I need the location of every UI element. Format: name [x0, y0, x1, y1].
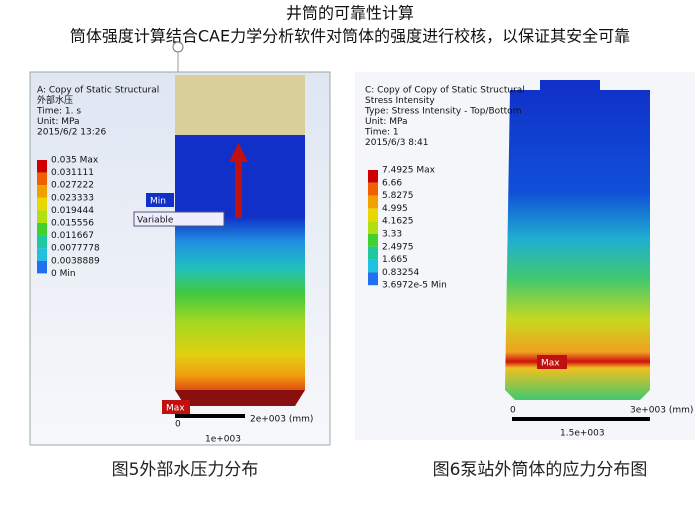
- legend-label: 5.8275: [382, 191, 414, 201]
- min-flag: [146, 193, 174, 207]
- legend-label: 0.011667: [51, 231, 94, 241]
- cylinder: [505, 80, 650, 400]
- legend-label: 3.33: [382, 230, 402, 240]
- header-line: Unit: MPa: [37, 117, 80, 127]
- header-line: Time: 1: [364, 128, 399, 138]
- scale-end: 2e+003 (mm): [250, 415, 313, 425]
- legend-swatch: [368, 208, 378, 222]
- scale-bar: [175, 414, 245, 418]
- header-line: Type: Stress Intensity - Top/Bottom: [364, 107, 521, 117]
- max-label: Max: [166, 404, 185, 414]
- right-header: C: Copy of Copy of Static StructuralStre…: [364, 86, 525, 149]
- legend-label: 4.995: [382, 204, 408, 214]
- left-screenshot: Min Variable Max 0 2e+003 (mm) 1e+003: [29, 41, 331, 446]
- legend-label: 0.015556: [51, 219, 94, 229]
- left-legend: 0.035 Max 0.031111 0.027222 0.023333 0.01944…: [37, 156, 100, 279]
- arrow-head: [229, 143, 248, 162]
- right-legend: 7.4925 Max 6.66 5.8275 4.995 4.1625 3.33 2.497…: [368, 166, 447, 291]
- legend-swatch: [37, 235, 47, 249]
- legend-label: 0.019444: [51, 206, 94, 216]
- header-line: Unit: MPa: [365, 117, 408, 127]
- header-line: 2015/6/3 8:41: [365, 138, 429, 148]
- legend-swatch: [37, 248, 47, 261]
- legend-label: 0.027222: [51, 181, 94, 191]
- cylinder-base: [175, 390, 305, 406]
- scale-mid: 1.5e+003: [560, 429, 605, 439]
- header-line: 2015/6/2 13:26: [37, 128, 106, 138]
- legend-swatch: [37, 172, 47, 186]
- caption: 图6泵站外筒体的应力分布图: [433, 460, 648, 480]
- legend-swatch: [37, 210, 47, 223]
- legend-swatch: [37, 223, 47, 236]
- legend-swatch: [37, 185, 47, 198]
- legend-label: 0.83254: [382, 268, 419, 278]
- legend-label: 0.031111: [51, 168, 94, 178]
- probe-box: [133, 211, 225, 227]
- scale-start: 0: [175, 420, 181, 430]
- scale-mid: 1e+003: [205, 435, 241, 445]
- legend-swatch: [37, 260, 47, 274]
- legend-label: 0.0077778: [51, 244, 100, 254]
- legend-label: 0 Min: [51, 269, 76, 279]
- min-label: Min: [150, 197, 166, 207]
- max-label: Max: [541, 359, 560, 369]
- max-flag: [537, 355, 567, 369]
- legend-swatch: [368, 234, 378, 247]
- legend-label: 1.665: [382, 255, 408, 265]
- legend-label: 3.6972e-5 Min: [382, 281, 447, 291]
- header-line: Time: 1. s: [36, 107, 81, 117]
- scale-start: 0: [510, 406, 516, 416]
- header-line: C: Copy of Copy of Static Structural: [365, 86, 525, 96]
- legend-label: 0.023333: [51, 193, 94, 203]
- probe-label: Variable: [137, 216, 174, 226]
- caption: 图5外部水压力分布: [112, 460, 259, 480]
- legend-swatch: [368, 170, 378, 183]
- title: 井筒的可靠性计算: [286, 4, 414, 23]
- legend-label: 0.035 Max: [51, 156, 99, 166]
- legend-swatch: [368, 182, 378, 196]
- legend-label: 2.4975: [382, 242, 414, 252]
- header-line: 外部水压: [37, 94, 73, 106]
- legend-label: 6.66: [382, 178, 402, 188]
- scale-bar: [512, 417, 650, 421]
- legend-swatch: [368, 259, 378, 273]
- legend-label: 4.1625: [382, 217, 414, 227]
- legend-swatch: [37, 160, 47, 173]
- legend-swatch: [368, 195, 378, 209]
- arrow-shaft: [235, 160, 242, 218]
- legend-swatch: [368, 272, 378, 286]
- right-screenshot: Max 0 3e+003 (mm) 1.5e+003: [355, 72, 695, 440]
- max-flag: [162, 400, 190, 414]
- legend-label: 0.0038889: [51, 256, 100, 266]
- subtitle: 筒体强度计算结合CAE力学分析软件对筒体的强度进行校核，以保证其安全可靠: [70, 27, 630, 46]
- header-line: A: Copy of Static Structural: [37, 86, 159, 96]
- legend-label: 7.4925 Max: [382, 166, 436, 176]
- legend-swatch: [368, 221, 378, 234]
- legend-swatch: [368, 246, 378, 260]
- legend-swatch: [37, 197, 47, 211]
- header-line: Stress Intensity: [365, 96, 435, 106]
- cylinder-top: [175, 75, 305, 135]
- scale-end: 3e+003 (mm): [630, 406, 693, 416]
